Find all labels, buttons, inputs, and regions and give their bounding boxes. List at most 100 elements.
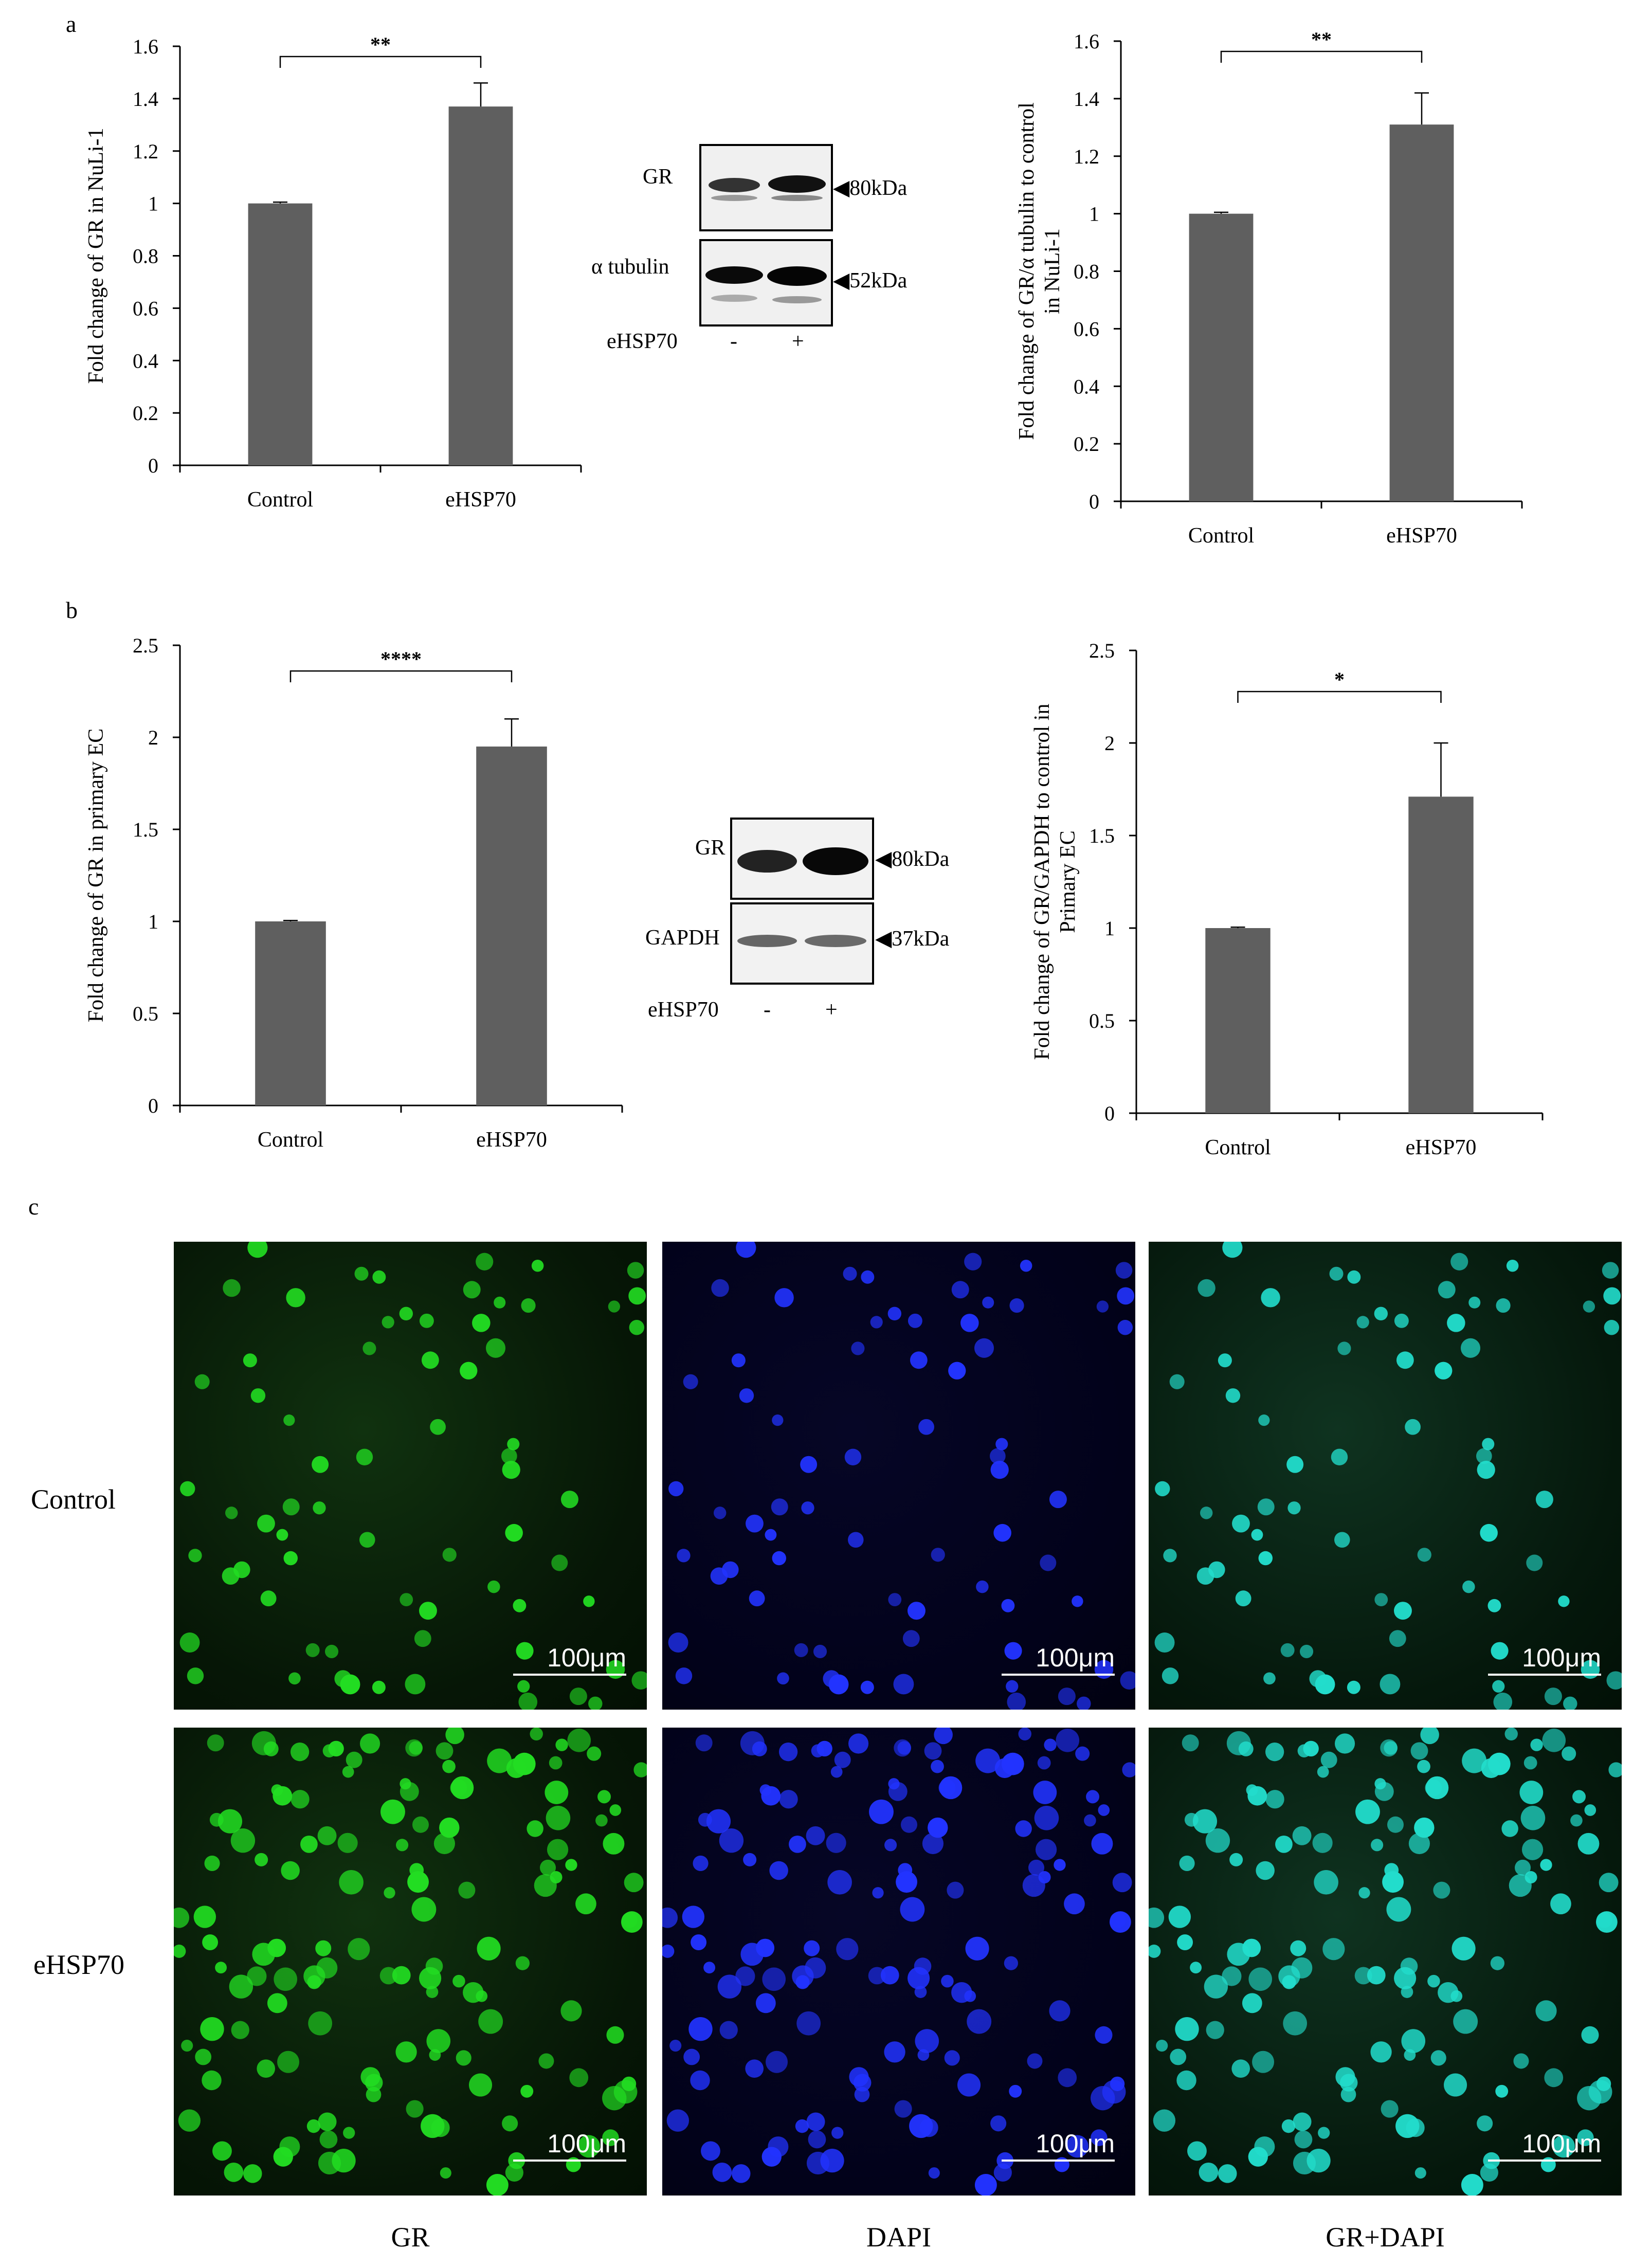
nucleus bbox=[1387, 1816, 1404, 1833]
nucleus bbox=[888, 1593, 902, 1606]
nucleus bbox=[550, 1871, 563, 1884]
micrograph-control-gr: 100μm bbox=[174, 1242, 647, 1710]
nucleus bbox=[902, 1630, 920, 1647]
nucleus bbox=[1058, 2068, 1077, 2088]
nucleus bbox=[595, 1814, 608, 1827]
nucleus bbox=[1248, 1967, 1273, 1991]
nucleus bbox=[982, 1296, 994, 1309]
micrograph-ehsp70-dapi: 100μm bbox=[662, 1728, 1135, 2196]
y-tick-label: 1.2 bbox=[133, 140, 158, 163]
significance-bracket bbox=[1220, 50, 1423, 63]
nucleus bbox=[555, 1738, 568, 1751]
nucleus bbox=[1572, 1790, 1586, 1804]
nucleus bbox=[1482, 1438, 1495, 1450]
scale-bar-label: 100μm bbox=[1522, 2129, 1601, 2158]
nucleus bbox=[917, 2049, 930, 2061]
scale-bar: 100μm bbox=[1002, 1643, 1115, 1679]
nucleus bbox=[774, 1288, 794, 1308]
nucleus bbox=[931, 1548, 945, 1562]
nucleus bbox=[174, 1907, 190, 1928]
nucleus bbox=[487, 1580, 500, 1593]
nucleus bbox=[520, 2084, 534, 2098]
blot-b-lane-plus: + bbox=[825, 998, 838, 1022]
nucleus bbox=[181, 2040, 193, 2052]
nucleus bbox=[1265, 1743, 1284, 1762]
nucleus bbox=[1577, 1832, 1600, 1855]
nucleus bbox=[1162, 1667, 1179, 1684]
scale-bar-label: 100μm bbox=[1036, 1643, 1115, 1672]
nucleus bbox=[1367, 1966, 1386, 1985]
nucleus bbox=[789, 1835, 806, 1853]
x-tick-label: Control bbox=[1205, 1136, 1271, 1159]
nucleus bbox=[409, 1863, 424, 1878]
nucleus bbox=[1584, 1804, 1596, 1816]
nucleus bbox=[583, 1595, 595, 1607]
bar-control bbox=[248, 203, 313, 465]
nucleus bbox=[805, 1957, 826, 1979]
nucleus bbox=[178, 2109, 201, 2132]
nucleus bbox=[1354, 1967, 1372, 1985]
nucleus bbox=[947, 1881, 964, 1899]
nucleus bbox=[588, 1696, 603, 1710]
nucleus bbox=[795, 1975, 810, 1989]
nucleus bbox=[847, 1532, 864, 1548]
nucleus bbox=[1247, 1786, 1267, 1806]
nucleus bbox=[283, 1414, 295, 1426]
blot-b-gr-band bbox=[730, 818, 874, 900]
nuclei-layer bbox=[668, 1242, 1135, 1710]
nucleus bbox=[924, 1742, 942, 1760]
nucleus bbox=[823, 1670, 840, 1688]
nucleus bbox=[957, 2073, 981, 2097]
nucleus bbox=[771, 1498, 788, 1516]
nucleus bbox=[316, 1957, 338, 1979]
nucleus bbox=[1117, 1320, 1133, 1335]
nucleus bbox=[1175, 2017, 1199, 2041]
nucleus bbox=[1077, 1696, 1091, 1710]
nucleus bbox=[1404, 2049, 1416, 2061]
nucleus bbox=[565, 1859, 577, 1871]
nucleus bbox=[430, 1419, 446, 1435]
nucleus bbox=[1206, 2021, 1224, 2039]
nucleus bbox=[1480, 2163, 1498, 2182]
nucleus bbox=[1035, 1839, 1057, 1860]
y-tick-label: 1 bbox=[1104, 917, 1115, 940]
nucleus bbox=[813, 1644, 827, 1658]
nucleus bbox=[1602, 1262, 1619, 1279]
nucleus bbox=[1340, 2086, 1356, 2102]
nucleus bbox=[569, 2068, 589, 2088]
nucleus bbox=[1461, 2174, 1483, 2196]
nucleus bbox=[1192, 1809, 1218, 1834]
nucleus bbox=[407, 1871, 429, 1893]
nucleus bbox=[880, 1966, 899, 1985]
chart-gr-nuli: 0 0.2 0.4 0.6 0.8 1 1.2 1.4 1.6 Control eHSP70 ** Fo… bbox=[84, 33, 582, 512]
nucleus bbox=[433, 1832, 456, 1855]
western-blot-a: GR ◀80kDa α tubulin ◀52kDa eHSP70 - + bbox=[591, 139, 951, 355]
nucleus bbox=[421, 2114, 445, 2138]
nucleus bbox=[1229, 1853, 1243, 1866]
nucleus bbox=[180, 1481, 195, 1497]
nucleus bbox=[761, 1786, 781, 1806]
nucleus bbox=[439, 1817, 460, 1838]
y-tick-label: 1.5 bbox=[1089, 824, 1115, 847]
nucleus bbox=[662, 1907, 678, 1928]
x-tick-label: eHSP70 bbox=[1406, 1136, 1477, 1159]
nucleus bbox=[1001, 1599, 1015, 1612]
nucleus bbox=[1318, 2127, 1330, 2139]
nucleus bbox=[319, 2130, 338, 2149]
nucleus bbox=[230, 1828, 256, 1853]
scale-bar: 100μm bbox=[1488, 2129, 1601, 2165]
nucleus bbox=[606, 2026, 624, 2044]
nucleus bbox=[1417, 1759, 1430, 1773]
nucleus bbox=[779, 1790, 798, 1809]
nucleus bbox=[342, 1766, 354, 1778]
nucleus bbox=[967, 2009, 992, 2034]
nucleus bbox=[193, 1906, 216, 1928]
nucleus bbox=[225, 1507, 238, 1519]
nucleus bbox=[551, 1554, 568, 1571]
nucleus bbox=[1525, 1871, 1537, 1884]
nucleus bbox=[1513, 2053, 1529, 2069]
nucleus bbox=[1480, 1523, 1498, 1542]
nucleus bbox=[247, 1242, 268, 1258]
nucleus bbox=[1309, 1670, 1327, 1688]
nucleus bbox=[1254, 2136, 1275, 2157]
